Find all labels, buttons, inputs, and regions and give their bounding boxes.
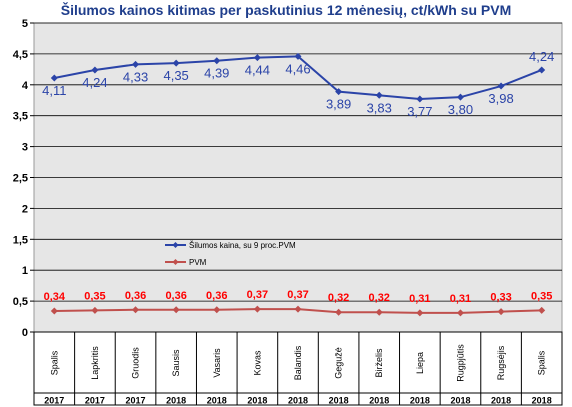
x-year-label: 2018 <box>532 396 552 406</box>
x-year-label: 2018 <box>247 396 267 406</box>
data-label: 4,11 <box>42 83 66 98</box>
data-label: 0,36 <box>165 290 186 302</box>
y-tick-label: 2 <box>22 203 28 215</box>
data-point-marker <box>91 306 99 314</box>
y-tick-label: 3,5 <box>13 111 28 123</box>
data-label: 4,39 <box>204 66 229 81</box>
plot-area: 0 0,5 1 1,5 2 2,5 3 3,5 4 4,5 5 Spalis 2017 Lapkritis… <box>13 18 563 406</box>
y-tick-label: 4 <box>22 80 29 92</box>
y-tick-label: 1,5 <box>13 234 28 246</box>
x-category-label: Liepa <box>415 352 425 374</box>
data-point-marker <box>172 306 180 314</box>
x-year-label: 2018 <box>207 396 227 406</box>
legend-marker <box>172 259 179 265</box>
x-year-label: 2018 <box>288 396 308 406</box>
x-year-label: 2018 <box>450 396 470 406</box>
data-point-marker <box>91 66 99 74</box>
data-label: 3,98 <box>488 91 513 106</box>
x-year-label: 2017 <box>85 396 105 406</box>
x-year-label: 2018 <box>166 396 186 406</box>
x-year-label: 2018 <box>491 396 511 406</box>
legend-marker <box>172 242 179 248</box>
y-tick-label: 1 <box>22 265 28 277</box>
data-point-marker <box>172 59 180 67</box>
data-point-marker <box>294 52 302 60</box>
data-point-marker <box>416 309 424 317</box>
data-point-marker <box>294 305 302 313</box>
y-tick-label: 0 <box>22 327 28 339</box>
x-category-label: Rugsėjis <box>496 345 506 380</box>
x-category-label: Spalis <box>49 350 59 375</box>
data-label: 0,31 <box>409 293 430 305</box>
data-point-marker <box>213 57 221 65</box>
data-point-marker <box>50 74 58 82</box>
data-label: 0,32 <box>369 292 390 304</box>
x-category-label: Rugpjūtis <box>455 344 465 382</box>
data-label: 0,34 <box>44 291 66 303</box>
data-point-marker <box>456 93 464 101</box>
data-label: 0,35 <box>84 290 105 302</box>
data-point-marker <box>213 306 221 314</box>
data-label: 4,46 <box>285 61 310 76</box>
data-point-marker <box>456 309 464 317</box>
data-label: 4,44 <box>245 63 270 78</box>
data-label: 4,35 <box>163 68 188 83</box>
data-point-marker <box>132 306 140 314</box>
data-point-marker <box>132 60 140 68</box>
data-label: 4,24 <box>82 75 107 90</box>
x-category-label: Kovas <box>252 350 262 376</box>
x-year-label: 2018 <box>410 396 430 406</box>
y-tick-label: 0,5 <box>13 296 28 308</box>
data-point-marker <box>253 305 261 313</box>
x-category-label: Lapkritis <box>90 346 100 380</box>
data-point-marker <box>497 308 505 316</box>
y-tick-label: 5 <box>22 18 28 30</box>
x-category-label: Gruodis <box>131 347 141 379</box>
data-label: 0,31 <box>450 293 471 305</box>
x-category-label: Sausis <box>171 349 181 377</box>
data-point-marker <box>50 307 58 315</box>
x-category-label: Birželis <box>374 348 384 378</box>
data-label: 3,89 <box>326 97 351 112</box>
x-category-label: Vasaris <box>212 348 222 378</box>
x-category-label: Balandis <box>293 345 303 380</box>
data-point-marker <box>335 308 343 316</box>
data-point-marker <box>253 54 261 62</box>
legend-entry: PVM <box>189 258 207 267</box>
data-point-marker <box>335 88 343 96</box>
x-year-label: 2017 <box>44 396 64 406</box>
x-category-label: Spalis <box>537 350 547 375</box>
data-label: 0,37 <box>287 289 308 301</box>
y-tick-label: 3 <box>22 142 28 154</box>
chart-title: Šilumos kainos kitimas per paskutinius 1… <box>61 1 511 18</box>
data-label: 3,77 <box>407 104 432 119</box>
data-label: 0,33 <box>490 292 511 304</box>
data-label: 4,33 <box>123 69 148 84</box>
data-point-marker <box>375 91 383 99</box>
data-label: 3,83 <box>367 100 392 115</box>
x-year-label: 2018 <box>369 396 389 406</box>
data-label: 0,32 <box>328 292 349 304</box>
data-label: 0,37 <box>247 289 268 301</box>
legend-entry: Šilumos kaina, su 9 proc.PVM <box>189 241 296 250</box>
data-label: 3,80 <box>448 102 473 117</box>
data-point-marker <box>538 306 546 314</box>
x-category-label: Gegužė <box>334 347 344 379</box>
data-label: 0,35 <box>531 290 552 302</box>
data-label: 0,36 <box>206 290 227 302</box>
data-point-marker <box>497 82 505 90</box>
y-tick-label: 2,5 <box>13 173 28 185</box>
data-label: 4,24 <box>529 49 554 64</box>
data-label: 0,36 <box>125 290 146 302</box>
x-year-label: 2017 <box>126 396 146 406</box>
x-year-label: 2018 <box>329 396 349 406</box>
data-point-marker <box>375 308 383 316</box>
data-point-marker <box>416 95 424 103</box>
data-point-marker <box>538 66 546 74</box>
y-tick-label: 4,5 <box>13 49 28 61</box>
